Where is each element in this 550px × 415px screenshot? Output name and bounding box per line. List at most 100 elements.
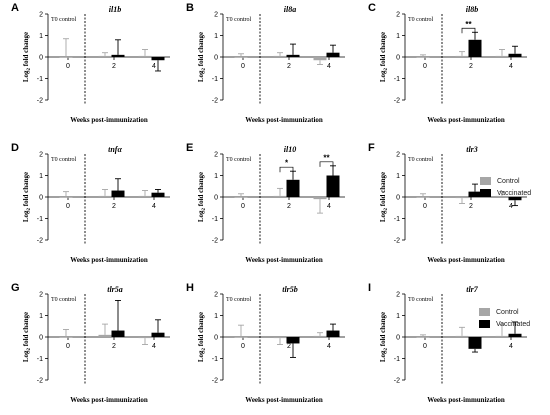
bar-vaccinated-week-2	[468, 191, 482, 197]
y-axis-title-sub: 2	[27, 208, 32, 211]
x-tick-label: 2	[112, 343, 116, 350]
y-axis-title-rest: fold change	[197, 312, 205, 348]
y-axis-title-rest: fold change	[379, 312, 387, 348]
y-axis-title-rest: fold change	[379, 32, 387, 68]
y-tick-label: -1	[37, 76, 43, 83]
panel-letter: F	[368, 142, 375, 154]
y-axis-title-sub: 2	[384, 348, 389, 351]
y-axis-title: Log2 fold change	[379, 32, 389, 82]
y-tick-label: 1	[214, 313, 218, 320]
x-tick-label: 0	[423, 63, 427, 70]
significance-bracket	[461, 27, 476, 34]
control-label: T0 control	[51, 157, 76, 163]
gene-title: tlr5b	[282, 285, 298, 294]
y-tick-label: -2	[212, 378, 218, 385]
bar-control-week-2	[98, 334, 112, 337]
bar-control-week-0	[234, 57, 248, 58]
bar-control-week-4	[313, 197, 327, 200]
y-axis-title-sub: 2	[202, 68, 207, 71]
x-axis-title: Weeks post-immunization	[245, 256, 323, 264]
y-axis-title-sub: 2	[384, 208, 389, 211]
legend-item-vaccinated: Vaccinated	[480, 187, 531, 199]
y-axis-title-sub: 2	[202, 208, 207, 211]
x-axis-title: Weeks post-immunization	[70, 396, 148, 404]
y-axis-title-main: Log	[197, 70, 205, 82]
x-tick-label: 0	[241, 343, 245, 350]
gene-title: il10	[284, 145, 296, 154]
gene-title: il1b	[109, 5, 121, 14]
y-tick-label: 2	[39, 292, 43, 299]
gene-title: tnfα	[108, 145, 122, 154]
bar-control-week-2	[273, 195, 287, 197]
y-axis-title: Log2 fold change	[197, 172, 207, 222]
y-axis-title: Log2 fold change	[379, 312, 389, 362]
y-tick-label: -2	[394, 98, 400, 105]
control-label: T0 control	[226, 17, 251, 23]
panel-letter: I	[368, 282, 371, 294]
bar-control-week-0	[59, 197, 73, 198]
y-tick-label: -1	[37, 356, 43, 363]
bar-control-week-0	[234, 197, 248, 198]
y-axis-title-main: Log	[22, 70, 30, 82]
significance-bracket	[279, 166, 294, 173]
bar-control-week-4	[138, 337, 152, 339]
y-axis-title: Log2 fold change	[197, 32, 207, 82]
x-tick-label: 4	[509, 63, 513, 70]
significance-marker: **	[323, 153, 330, 162]
y-tick-label: 2	[214, 152, 218, 159]
y-tick-label: 2	[396, 292, 400, 299]
x-axis-title: Weeks post-immunization	[245, 396, 323, 404]
legend-swatch-control	[480, 177, 491, 185]
legend-swatch-control	[479, 308, 490, 316]
bar-vaccinated-week-4	[151, 192, 165, 197]
bar-control-week-4	[313, 335, 327, 337]
x-tick-label: 0	[241, 63, 245, 70]
x-tick-label: 4	[327, 203, 331, 210]
legend-label-vaccinated: Vaccinated	[497, 189, 532, 197]
legend-item-control: Control	[479, 306, 530, 318]
bar-control-week-2	[455, 55, 469, 57]
control-label: T0 control	[226, 297, 251, 303]
panel-letter: C	[368, 2, 376, 14]
y-tick-label: 2	[396, 152, 400, 159]
bar-vaccinated-week-2	[468, 337, 482, 349]
panel-letter: E	[186, 142, 193, 154]
bar-vaccinated-week-4	[326, 52, 340, 57]
bar-control-week-2	[455, 335, 469, 337]
y-axis-title-main: Log	[197, 350, 205, 362]
bar-vaccinated-week-2	[111, 330, 125, 337]
x-tick-label: 4	[327, 343, 331, 350]
bar-control-week-2	[455, 197, 469, 199]
bar-vaccinated-week-2	[286, 179, 300, 197]
bar-vaccinated-week-2	[111, 54, 125, 57]
x-tick-label: 0	[66, 63, 70, 70]
y-axis-title-main: Log	[379, 210, 387, 222]
bar-vaccinated-week-4	[151, 57, 165, 61]
y-axis-title: Log2 fold change	[197, 312, 207, 362]
significance-marker: *	[285, 159, 289, 168]
x-tick-label: 4	[509, 203, 513, 210]
y-tick-label: 0	[39, 195, 43, 202]
legend-bottom: Control Vaccinated	[479, 306, 530, 330]
control-label: T0 control	[51, 297, 76, 303]
y-tick-label: 2	[39, 152, 43, 159]
x-axis-title: Weeks post-immunization	[245, 116, 323, 124]
panel-letter: A	[11, 2, 19, 14]
x-tick-label: 4	[152, 203, 156, 210]
bar-control-week-0	[416, 337, 430, 338]
control-label: T0 control	[226, 157, 251, 163]
y-axis-title-sub: 2	[27, 348, 32, 351]
y-tick-label: -1	[212, 356, 218, 363]
bar-vaccinated-week-4	[326, 330, 340, 337]
y-axis-title: Log2 fold change	[22, 32, 32, 82]
